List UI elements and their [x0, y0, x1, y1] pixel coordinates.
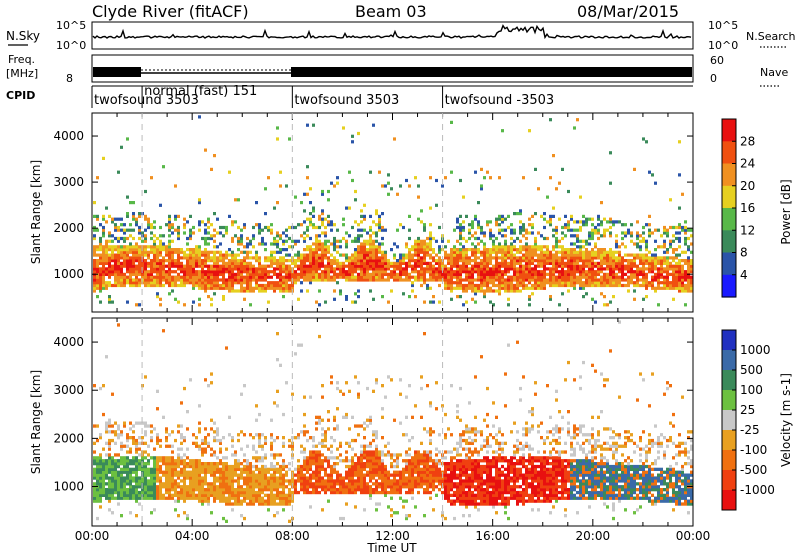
station-title: Clyde River (fitACF) [92, 2, 249, 21]
y-tick-label: 3000 [53, 175, 84, 189]
velocity-panel: 1000 2000 3000 4000 00:00 04:00 08:00 12:00 16:0… [29, 317, 711, 543]
nsky-tick-bottom-left: 10^0 [56, 39, 86, 52]
freq-unit-label: [MHz] [6, 67, 38, 80]
power-colorbar-label: Power [dB] [779, 179, 793, 244]
power-colorbar: 28 24 20 16 12 8 4 [721, 118, 755, 298]
colorbar-tick-label: 16 [740, 201, 755, 215]
x-tick-label: 20:00 [576, 529, 611, 543]
colorbar-tick-label: -1000 [740, 483, 775, 497]
x-axis-label: Time UT [366, 541, 417, 554]
x-tick-label: 16:00 [475, 529, 510, 543]
velocity-ylabel: Slant Range [km] [29, 370, 43, 474]
colorbar-swatch [722, 350, 736, 371]
velocity-colorbar: 1000 500 100 25 -25 -100 -500 -1000 [721, 329, 775, 511]
colorbar-tick-label: 12 [740, 223, 755, 237]
x-tick-label: 12:00 [375, 529, 410, 543]
power-panel: 1000 2000 3000 4000 Slant Range [km] [29, 112, 694, 313]
y-tick-label: 1000 [53, 480, 84, 494]
date-title: 08/Mar/2015 [577, 2, 679, 21]
colorbar-swatch [722, 390, 736, 411]
freq-panel: Freq. [MHz] 8 60 0 Nave [6, 53, 788, 87]
y-tick-label: 1000 [53, 267, 84, 281]
colorbar-tick-label: 1000 [740, 343, 771, 357]
y-tick-label: 2000 [53, 431, 84, 445]
cpid-label: CPID [6, 89, 35, 102]
y-tick-label: 4000 [53, 335, 84, 349]
colorbar-swatch [722, 141, 736, 165]
colorbar-tick-label: 8 [740, 246, 748, 260]
nave-tick-top: 60 [710, 54, 724, 67]
colorbar-swatch [722, 163, 736, 187]
colorbar-swatch [722, 330, 736, 351]
beam-title: Beam 03 [355, 2, 427, 21]
power-ylabel: Slant Range [km] [29, 160, 43, 264]
colorbar-swatch [722, 208, 736, 231]
y-tick-label: 3000 [53, 383, 84, 397]
colorbar-tick-label: -100 [740, 443, 767, 457]
colorbar-swatch [722, 470, 736, 491]
cpid-segment-label: twofsound 3503 [94, 93, 199, 108]
y-tick-label: 2000 [53, 221, 84, 235]
colorbar-frame [721, 329, 737, 511]
colorbar-swatch [722, 370, 736, 391]
colorbar-swatch [722, 430, 736, 451]
velocity-colorbar-label: Velocity [m s-1] [779, 373, 793, 467]
colorbar-tick-label: 4 [740, 268, 748, 282]
colorbar-swatch [722, 119, 736, 142]
colorbar-tick-label: 500 [740, 363, 763, 377]
colorbar-tick-label: 28 [740, 134, 755, 148]
x-tick-label: 00:00 [676, 529, 711, 543]
colorbar-swatch [722, 185, 736, 209]
nsky-tick-top-right: 10^5 [708, 19, 738, 32]
nsearch-label: N.Search [746, 30, 796, 43]
colorbar-tick-label: 25 [740, 403, 755, 417]
cpid-segment-label: twofsound -3503 [445, 93, 555, 108]
y-tick-label: 4000 [53, 129, 84, 143]
nsky-label: N.Sky [6, 29, 40, 43]
x-tick-label: 08:00 [275, 529, 310, 543]
colorbar-tick-label: -500 [740, 463, 767, 477]
nave-tick-bottom: 0 [710, 72, 717, 85]
colorbar-swatch [722, 410, 736, 431]
nsky-panel: N.Sky 10^5 10^0 10^5 10^0 N.Search [6, 19, 796, 52]
cpid-segment-label: normal (fast) 151 [144, 84, 257, 99]
colorbar-swatch [722, 490, 736, 511]
x-tick-label: 04:00 [175, 529, 210, 543]
nave-label: Nave [760, 66, 788, 79]
cpid-segment-label: twofsound 3503 [294, 93, 399, 108]
colorbar-swatch [722, 252, 736, 276]
colorbar-swatch [722, 450, 736, 471]
x-tick-label: 00:00 [75, 529, 110, 543]
colorbar-tick-label: -25 [740, 423, 760, 437]
freq-tick: 8 [66, 72, 73, 85]
nsky-tick-bottom-right: 10^0 [708, 39, 738, 52]
colorbar-tick-label: 100 [740, 383, 763, 397]
freq-label: Freq. [8, 53, 35, 66]
colorbar-swatch [722, 274, 736, 298]
colorbar-tick-label: 20 [740, 179, 755, 193]
colorbar-swatch [722, 230, 736, 254]
nsky-tick-top-left: 10^5 [56, 19, 86, 32]
colorbar-tick-label: 24 [740, 157, 755, 171]
